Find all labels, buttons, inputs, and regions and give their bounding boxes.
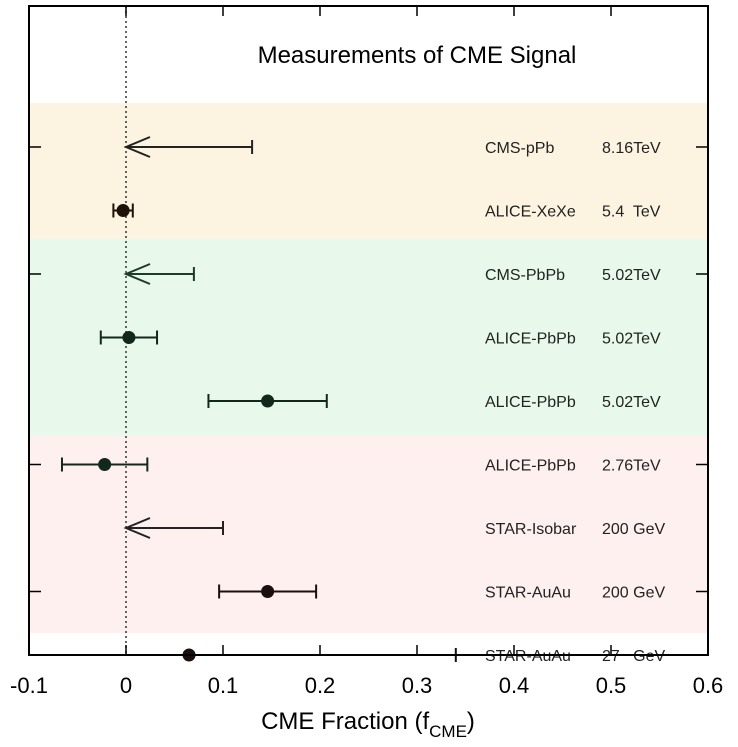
data-point-4 — [261, 394, 275, 408]
energy-label-0: 8.16TeV — [602, 140, 661, 157]
energy-label-6: 200 GeV — [602, 521, 665, 538]
x-tick-label-4: 0.3 — [402, 673, 433, 698]
x-tick-label-2: 0.1 — [208, 673, 239, 698]
x-tick-label-7: 0.6 — [693, 673, 724, 698]
experiment-label-2: CMS-PbPb — [485, 267, 565, 284]
x-tick-label-1: 0 — [120, 673, 132, 698]
energy-label-2: 5.02TeV — [602, 267, 661, 284]
experiment-label-7: STAR-AuAu — [485, 585, 571, 602]
x-axis-label-subscript: CME — [429, 722, 467, 741]
energy-label-1: 5.4 TeV — [602, 204, 661, 221]
x-tick-label-0: -0.1 — [10, 673, 48, 698]
energy-label-7: 200 GeV — [602, 585, 665, 602]
band-0 — [29, 103, 708, 239]
experiment-label-4: ALICE-PbPb — [485, 394, 576, 411]
x-axis-label-close: ) — [467, 708, 475, 735]
experiment-label-0: CMS-pPb — [485, 140, 554, 157]
background-bands — [29, 103, 708, 633]
limit-arrow-2 — [123, 263, 151, 285]
axis-ticks: -0.1 0 0.1 0.2 0.3 0.4 0.5 0.6 — [10, 6, 723, 698]
energy-label-5: 2.76TeV — [602, 458, 661, 475]
energy-label-3: 5.02TeV — [602, 331, 661, 348]
limit-arrow-6 — [123, 517, 151, 539]
experiment-label-6: STAR-Isobar — [485, 521, 577, 538]
experiment-label-5: ALICE-PbPb — [485, 458, 576, 475]
plot-frame — [28, 5, 709, 656]
limit-arrow-0 — [123, 136, 151, 158]
energy-label-4: 5.02TeV — [602, 394, 661, 411]
data-point-1 — [116, 204, 130, 217]
data-point-3 — [122, 331, 136, 344]
chart-title: Measurements of CME Signal — [258, 42, 577, 69]
data-point-7 — [261, 585, 275, 598]
x-tick-label-5: 0.4 — [499, 673, 530, 698]
experiment-label-8: STAR-AuAu — [485, 648, 571, 665]
experiment-label-1: ALICE-XeXe — [485, 204, 576, 221]
measurement-labels: CMS-pPb 8.16TeV ALICE-XeXe 5.4 TeV CMS-PbPb 5… — [485, 140, 665, 665]
x-axis-label: CME Fraction (fCME) — [261, 708, 475, 741]
data-point-5 — [98, 458, 112, 471]
x-axis-label-main: CME Fraction (f — [261, 708, 429, 735]
x-tick-label-6: 0.5 — [596, 673, 627, 698]
x-tick-label-3: 0.2 — [305, 673, 336, 698]
energy-label-8: 27 GeV — [602, 648, 665, 665]
experiment-label-3: ALICE-PbPb — [485, 331, 576, 348]
data-marks — [29, 136, 457, 662]
